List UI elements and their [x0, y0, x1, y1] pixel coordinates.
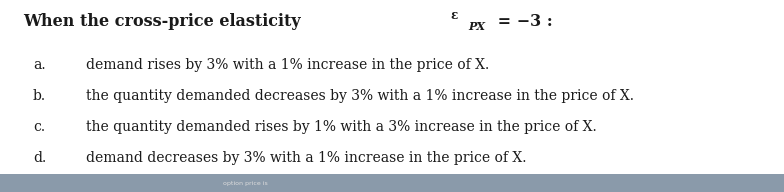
Text: the quantity demanded rises by 1% with a 3% increase in the price of X.: the quantity demanded rises by 1% with a… — [86, 120, 597, 134]
Text: a.: a. — [33, 58, 45, 72]
Text: When the cross-price elasticity: When the cross-price elasticity — [24, 13, 307, 31]
Text: the quantity demanded decreases by 3% with a 1% increase in the price of X.: the quantity demanded decreases by 3% wi… — [86, 89, 634, 103]
Text: b.: b. — [33, 89, 46, 103]
Text: c.: c. — [33, 120, 45, 134]
Text: ε: ε — [451, 9, 458, 22]
Text: = −3 :: = −3 : — [492, 13, 552, 31]
Text: d.: d. — [33, 151, 46, 165]
Bar — [0, 174, 784, 192]
Text: demand rises by 3% with a 1% increase in the price of X.: demand rises by 3% with a 1% increase in… — [86, 58, 489, 72]
Text: option price is: option price is — [223, 181, 268, 186]
Text: demand decreases by 3% with a 1% increase in the price of X.: demand decreases by 3% with a 1% increas… — [86, 151, 527, 165]
Text: PX: PX — [468, 21, 485, 32]
